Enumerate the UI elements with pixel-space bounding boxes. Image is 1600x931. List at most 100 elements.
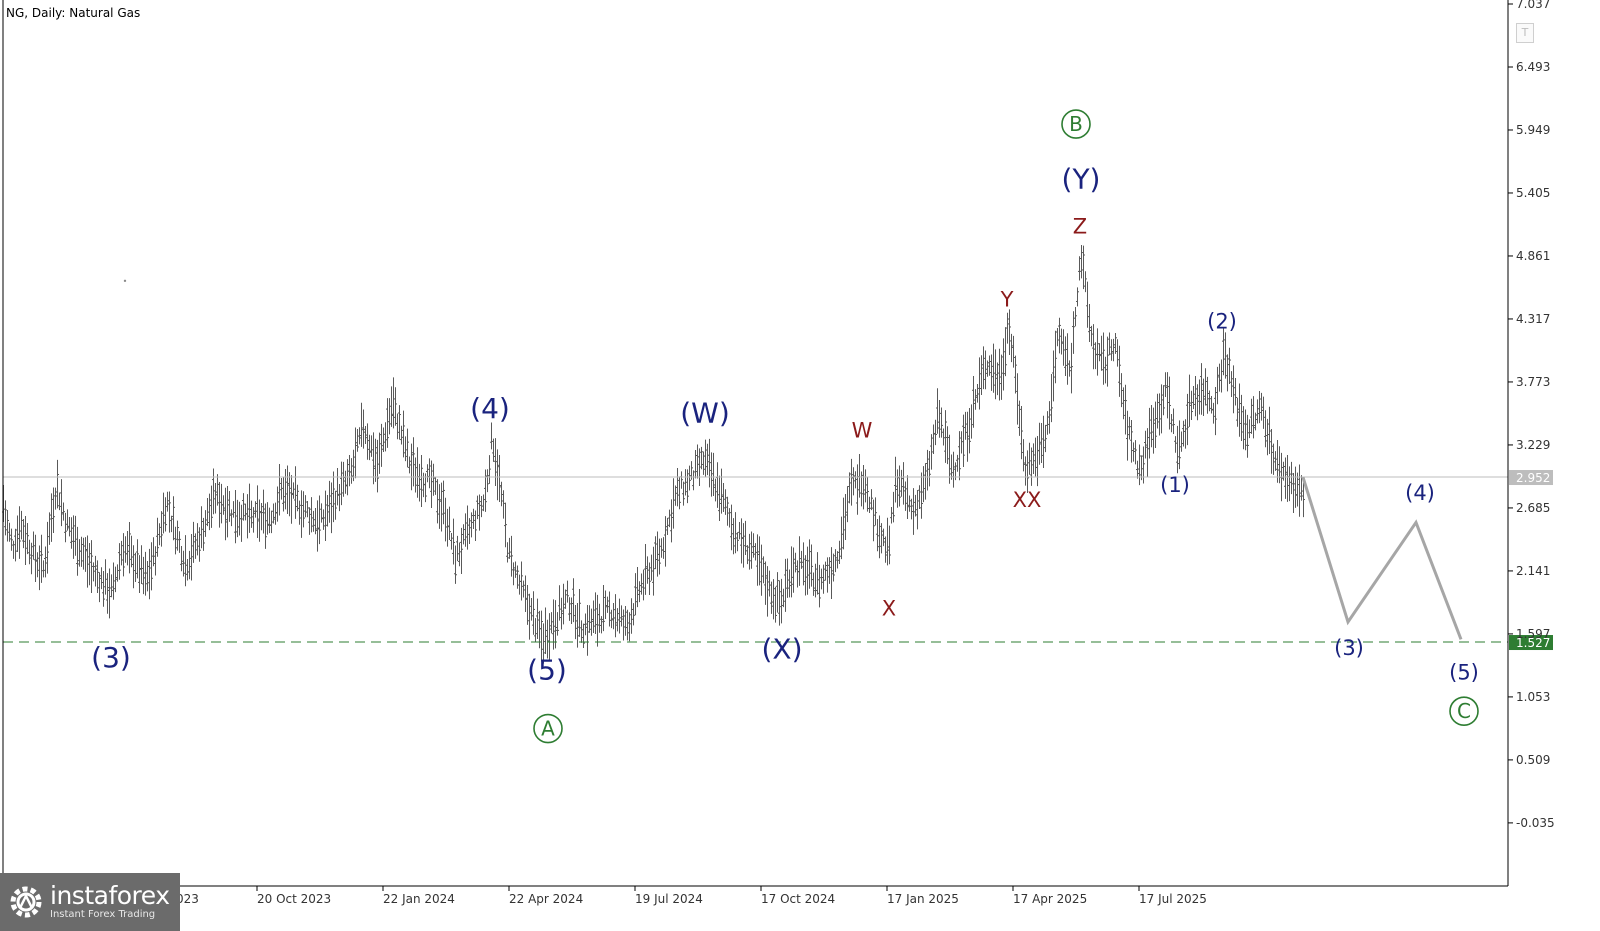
x-tick-label: 22 Jan 2024 [383,892,455,906]
ohlc-bar [610,609,613,629]
y-tick-label: 4.317 [1516,312,1550,326]
ohlc-bar [1170,414,1173,433]
ohlc-bar [1020,405,1023,460]
ohlc-bar [1234,378,1237,406]
x-tick-label: 17 Jul 2025 [1139,892,1207,906]
ohlc-bar [1104,356,1107,384]
y-tick-label: 4.861 [1516,249,1550,263]
ohlc-bar [1130,419,1133,463]
ohlc-bar [714,478,717,502]
ohlc-bar [668,509,671,528]
ohlc-bar [970,404,973,439]
ohlc-bar [986,360,989,377]
ohlc-bar [54,487,57,510]
x-tick-label: 17 Oct 2024 [761,892,835,906]
ohlc-bar [1166,372,1169,419]
ohlc-bar [774,586,777,623]
ohlc-bar [384,422,387,452]
ohlc-bar [176,520,179,551]
ohlc-bar [1014,355,1017,394]
ohlc-bar [842,497,845,550]
ohlc-bar [768,570,771,597]
ohlc-bar [1000,354,1003,400]
ohlc-bar [736,532,739,552]
ohlc-bar [674,485,677,506]
ohlc-bar [336,468,339,506]
ohlc-bar [1112,338,1115,362]
ohlc-bar [786,558,789,598]
ohlc-bar [18,506,21,559]
ohlc-bar [1208,390,1211,412]
ohlc-bar [792,547,795,593]
ohlc-bar [966,411,969,462]
ohlc-bar [898,465,901,507]
ohlc-bar [1198,379,1201,415]
ohlc-bar [1062,329,1065,366]
ohlc-bar [1110,339,1113,361]
ohlc-bar [1172,408,1175,435]
ohlc-bar [456,535,459,562]
ohlc-bar [412,437,415,487]
ohlc-bar [640,573,643,595]
ohlc-bar [556,612,559,636]
ohlc-bar [1072,311,1075,354]
ohlc-bar [252,507,255,533]
text-toggle-button[interactable]: T [1516,23,1534,43]
ohlc-bar [1002,338,1005,391]
ohlc-bar [804,555,807,596]
ohlc-bar [636,567,639,608]
wave-label: Z [1073,215,1087,239]
wave-label: (W) [680,396,730,429]
ohlc-bar [8,522,11,542]
ohlc-bar [172,496,175,541]
ohlc-bar [838,540,841,564]
ohlc-bars [2,244,1305,664]
ohlc-bar [248,483,251,533]
ohlc-bar [112,562,115,600]
ohlc-bar [80,536,83,567]
ohlc-bar [566,580,569,603]
ohlc-bar [618,598,621,634]
ohlc-bar [214,483,217,514]
ohlc-bar [820,568,823,590]
ohlc-bar [604,590,607,620]
ohlc-bar [386,398,389,448]
ohlc-bar [930,434,933,470]
ohlc-bar [136,539,139,579]
ohlc-bar [1118,345,1121,397]
ohlc-bar [504,502,507,548]
ohlc-bar [832,553,835,582]
ohlc-bar [318,495,321,545]
ohlc-bar [142,556,145,595]
ohlc-bar [900,469,903,497]
ohlc-bar [896,469,899,508]
ohlc-bar [976,383,979,403]
ohlc-bar [828,557,831,584]
ohlc-bar [840,516,843,560]
ohlc-bar [446,508,449,547]
ohlc-bar [1040,422,1043,464]
ohlc-bar [402,410,405,458]
ohlc-bar [488,455,491,484]
ohlc-bar [152,537,155,567]
ohlc-bar [174,526,177,555]
ohlc-bar [620,605,623,627]
svg-text:C: C [1457,699,1471,723]
ohlc-bar [592,600,595,633]
ohlc-bar [432,463,435,496]
ohlc-bar [1032,443,1035,475]
ohlc-bar [530,597,533,621]
ohlc-bar [1210,396,1213,414]
y-tick-label: 2.141 [1516,564,1550,578]
ohlc-bar [1116,339,1119,367]
ohlc-bar [754,543,757,561]
ohlc-bar [24,515,27,565]
ohlc-bar [982,346,985,390]
ohlc-bar [652,546,655,596]
x-tick-label: 20 Oct 2023 [257,892,331,906]
ohlc-bar [500,481,503,507]
ohlc-bar [310,497,313,533]
ohlc-bar [794,552,797,573]
ohlc-bar [1224,332,1227,379]
ohlc-bar [390,386,393,427]
